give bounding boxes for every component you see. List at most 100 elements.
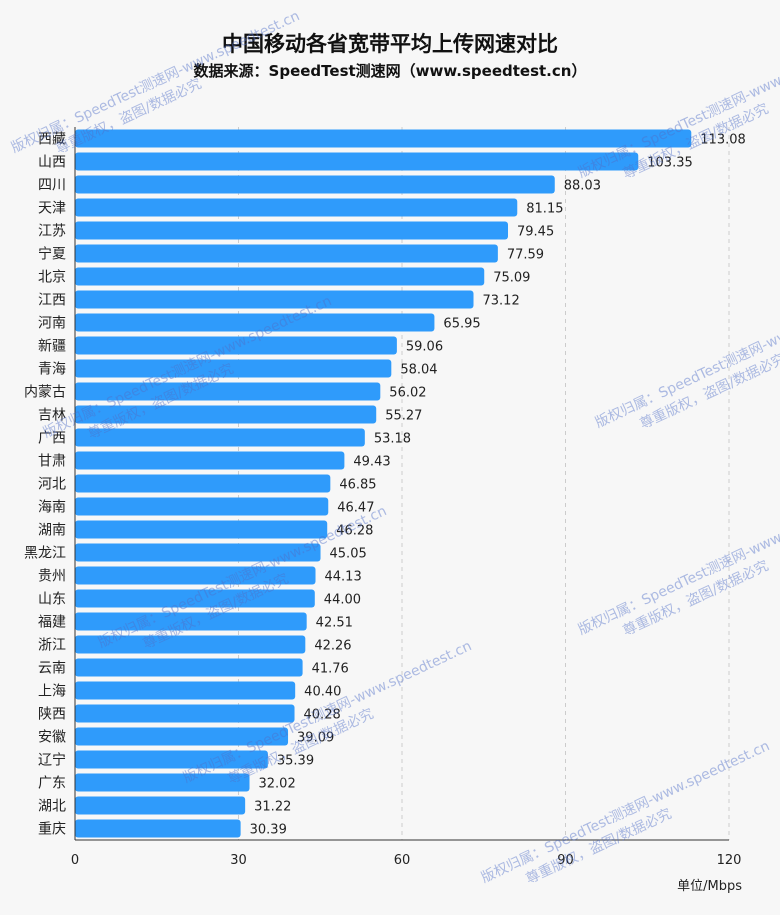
category-label: 上海 (38, 684, 66, 700)
data-label: 31.22 (254, 800, 291, 815)
data-label: 49.43 (353, 455, 390, 470)
data-label: 41.76 (312, 662, 349, 677)
category-label: 山东 (38, 592, 66, 608)
data-label: 113.08 (700, 133, 746, 148)
bar (75, 819, 241, 838)
data-label: 32.02 (259, 777, 296, 792)
category-label: 北京 (38, 270, 66, 286)
bar (75, 313, 435, 332)
category-label: 河北 (38, 477, 66, 493)
data-label: 58.04 (400, 363, 437, 378)
bar (75, 589, 315, 608)
category-label: 安徽 (38, 730, 66, 746)
category-label: 广西 (38, 431, 66, 447)
category-label: 黑龙江 (24, 546, 66, 562)
bar (75, 658, 303, 677)
bar (75, 175, 555, 194)
data-label: 35.39 (277, 754, 314, 769)
x-tick-label: 120 (717, 853, 742, 868)
category-label: 西藏 (38, 132, 66, 148)
bar (75, 382, 381, 401)
x-tick-label: 60 (394, 853, 411, 868)
data-label: 55.27 (385, 409, 422, 424)
chart-subtitle: 数据来源：SpeedTest测速网（www.speedtest.cn） (193, 62, 587, 80)
data-label: 46.85 (339, 478, 376, 493)
data-label: 44.13 (325, 570, 362, 585)
data-label: 40.28 (304, 708, 341, 723)
chart-title: 中国移动各省宽带平均上传网速对比 (222, 32, 558, 56)
data-label: 56.02 (389, 386, 426, 401)
bar (75, 129, 692, 148)
category-label: 宁夏 (38, 246, 66, 263)
x-tick-label: 90 (557, 853, 574, 868)
category-label: 湖南 (38, 523, 66, 539)
data-label: 42.26 (314, 639, 351, 654)
category-label: 天津 (38, 201, 66, 217)
data-label: 40.40 (304, 685, 341, 700)
data-label: 44.00 (324, 593, 361, 608)
category-label: 广东 (38, 776, 66, 792)
bar (75, 566, 316, 585)
data-label: 53.18 (374, 432, 411, 447)
data-label: 45.05 (330, 547, 367, 562)
category-label: 浙江 (38, 638, 66, 654)
category-label: 贵州 (38, 569, 66, 585)
data-label: 65.95 (443, 317, 480, 332)
category-label: 内蒙古 (24, 385, 66, 401)
bar (75, 428, 365, 447)
bar (75, 405, 377, 424)
bar (75, 152, 639, 171)
data-label: 46.28 (336, 524, 373, 539)
bar (75, 520, 328, 539)
bar (75, 704, 295, 723)
category-label: 四川 (38, 178, 66, 194)
data-label: 81.15 (526, 202, 563, 217)
bar (75, 359, 392, 378)
category-label: 重庆 (38, 822, 66, 838)
bar (75, 727, 289, 746)
category-label: 陕西 (38, 707, 66, 723)
category-label: 甘肃 (38, 454, 66, 470)
data-label: 73.12 (483, 294, 520, 309)
category-label: 云南 (38, 661, 66, 677)
category-label: 吉林 (38, 408, 66, 424)
data-label: 46.47 (337, 501, 374, 516)
bar (75, 497, 329, 516)
category-label: 海南 (38, 500, 66, 516)
category-label: 福建 (38, 615, 66, 631)
x-tick-label: 0 (71, 853, 79, 868)
bar (75, 474, 331, 493)
bar (75, 612, 307, 631)
bar (75, 543, 321, 562)
bar (75, 221, 509, 240)
bar (75, 750, 268, 769)
category-label: 山西 (38, 155, 66, 171)
category-label: 青海 (38, 362, 66, 378)
data-label: 39.09 (297, 731, 334, 746)
data-label: 75.09 (493, 271, 530, 286)
x-tick-label: 30 (230, 853, 247, 868)
bar (75, 244, 498, 263)
category-label: 新疆 (38, 339, 66, 355)
bar (75, 773, 250, 792)
category-label: 辽宁 (38, 752, 66, 769)
data-label: 77.59 (507, 248, 544, 263)
data-label: 103.35 (647, 156, 693, 171)
data-label: 59.06 (406, 340, 443, 355)
data-label: 79.45 (517, 225, 554, 240)
bar (75, 198, 518, 217)
category-label: 江西 (38, 293, 66, 309)
category-label: 湖北 (38, 799, 66, 815)
data-label: 30.39 (250, 823, 287, 838)
data-label: 42.51 (316, 616, 353, 631)
data-label: 88.03 (564, 179, 601, 194)
bar (75, 635, 306, 654)
bar (75, 796, 246, 815)
x-axis-unit-label: 单位/Mbps (677, 879, 742, 894)
bar (75, 451, 345, 470)
category-label: 河南 (38, 316, 66, 332)
bar (75, 290, 474, 309)
bar (75, 267, 485, 286)
category-label: 江苏 (38, 224, 66, 240)
